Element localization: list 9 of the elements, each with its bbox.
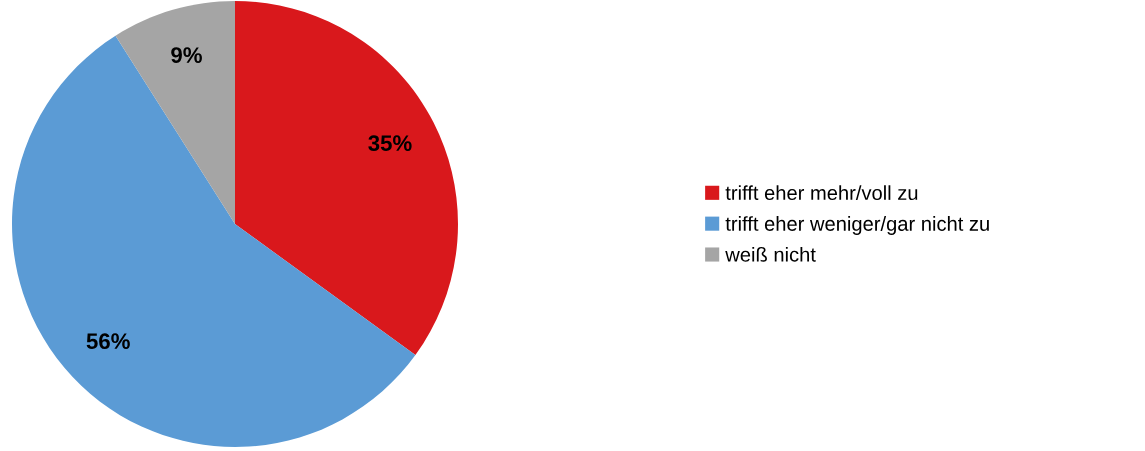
pie-slice <box>115 1 235 224</box>
data-label: 35% <box>368 135 412 152</box>
legend-label: trifft eher weniger/gar nicht zu <box>725 216 989 235</box>
pie-slice <box>12 35 416 447</box>
data-label: 9% <box>171 47 202 63</box>
legend-label: weiß nicht <box>725 246 816 262</box>
pie-slice <box>235 1 458 356</box>
legend-label: trifft eher mehr/voll zu <box>725 185 918 201</box>
data-label: 56% <box>86 333 130 350</box>
